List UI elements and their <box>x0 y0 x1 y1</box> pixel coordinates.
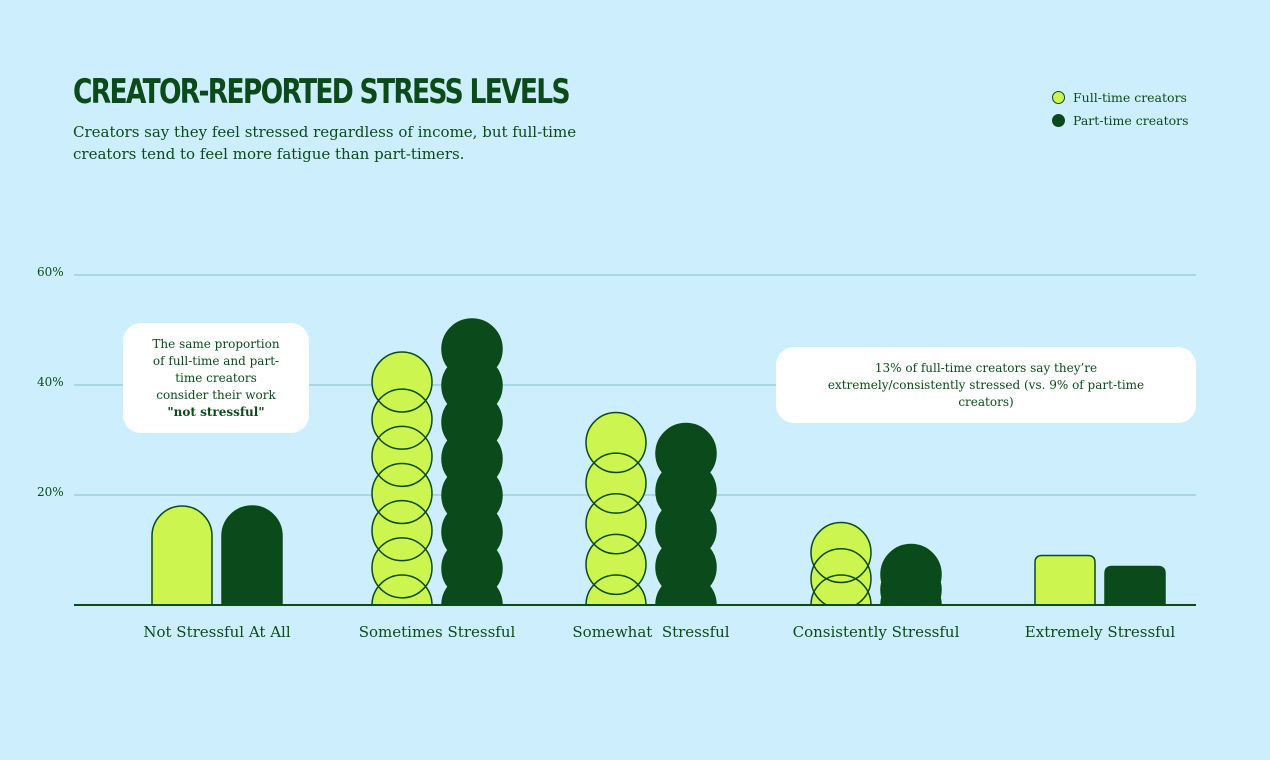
bar-full-time-1 <box>370 351 434 645</box>
bar-full-time-1-shape <box>371 351 433 636</box>
bar-part-time-0 <box>221 505 283 606</box>
bar-part-time-3 <box>879 543 943 645</box>
bar-full-time-3 <box>809 521 873 645</box>
x-category-label: Somewhat Stressful <box>572 623 729 641</box>
bar-full-time-3-baseline-mask <box>809 605 873 645</box>
annotation-not-stressful-text: The same proportion of full-time and par… <box>152 336 280 419</box>
bar-full-time-0 <box>151 505 213 606</box>
chart-title: CREATOR-REPORTED STRESS LEVELS <box>73 72 571 112</box>
bar-part-time-2-shape <box>655 422 717 636</box>
bar-part-time-2-baseline-mask <box>654 605 718 645</box>
y-tick-label: 20% <box>37 485 64 499</box>
chart-subtitle: Creators say they feel stressed regardle… <box>73 123 577 163</box>
bar-full-time-4 <box>1034 554 1096 606</box>
legend-item-part-time: Part-time creators <box>1052 109 1189 132</box>
annotation-extreme-text: 13% of full-time creators say they’re ex… <box>827 360 1145 409</box>
y-tick-label: 60% <box>37 265 64 279</box>
legend: Full-time creators Part-time creators <box>1052 86 1189 132</box>
bar-full-time-2-baseline-mask <box>584 605 648 645</box>
x-category-label: Consistently Stressful <box>793 623 960 641</box>
x-category-label: Not Stressful At All <box>143 623 290 641</box>
bar-part-time-1 <box>440 318 504 645</box>
bar-part-time-1-baseline-mask <box>440 605 504 645</box>
annotation-not-stressful-bold: "not stressful" <box>167 404 265 419</box>
legend-label-part-time: Part-time creators <box>1073 113 1189 128</box>
x-category-label: Extremely Stressful <box>1025 623 1176 641</box>
legend-label-full-time: Full-time creators <box>1073 90 1187 105</box>
bar-part-time-4 <box>1104 565 1166 606</box>
bar-part-time-2 <box>654 422 718 645</box>
legend-swatch-full-time <box>1052 91 1065 104</box>
x-category-label: Sometimes Stressful <box>359 623 516 641</box>
bar-part-time-1-shape <box>441 318 503 636</box>
bar-full-time-2 <box>584 411 648 645</box>
annotation-extreme: 13% of full-time creators say they’re ex… <box>776 347 1196 423</box>
legend-swatch-part-time <box>1052 114 1065 127</box>
legend-item-full-time: Full-time creators <box>1052 86 1189 109</box>
annotation-not-stressful: The same proportion of full-time and par… <box>123 323 309 433</box>
bar-full-time-1-baseline-mask <box>370 605 434 645</box>
bar-full-time-2-shape <box>585 411 647 636</box>
y-tick-label: 40% <box>37 375 64 389</box>
bar-part-time-3-baseline-mask <box>879 605 943 645</box>
